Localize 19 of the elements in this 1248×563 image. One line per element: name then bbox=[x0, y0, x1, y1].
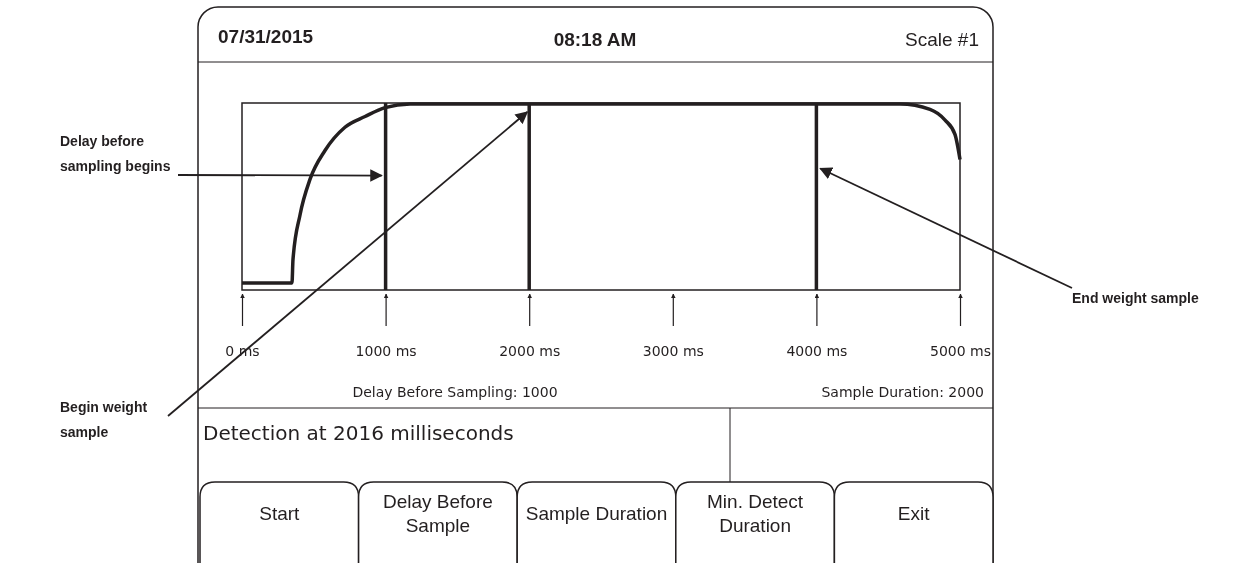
text: Min. Detect Duration bbox=[707, 491, 804, 536]
text: Sample Duration: 2000 bbox=[821, 384, 984, 400]
text: 08:18 AM bbox=[553, 29, 637, 50]
text: Scale #1 bbox=[905, 29, 979, 50]
x-tick-label: 1000 ms bbox=[355, 342, 417, 359]
text: Sample Duration bbox=[525, 503, 668, 524]
annotation: End weight sample bbox=[1072, 290, 1200, 306]
text: Delay Before Sampling: 1000 bbox=[352, 384, 558, 400]
x-tick-label: 2000 ms bbox=[499, 342, 561, 359]
text: 07/31/2015 bbox=[218, 26, 314, 47]
text: Detection at 2016 milliseconds bbox=[203, 421, 514, 445]
text: Exit bbox=[897, 503, 931, 524]
text: Begin weight sample bbox=[60, 399, 148, 440]
x-tick-label: 5000 ms bbox=[929, 342, 992, 359]
text: Start bbox=[259, 503, 301, 524]
x-tick-label: 4000 ms bbox=[786, 342, 848, 359]
text: Delay Before Sample bbox=[382, 491, 493, 536]
x-tick-label: 3000 ms bbox=[642, 342, 704, 359]
annotation: Delay before sampling begins bbox=[60, 133, 171, 174]
